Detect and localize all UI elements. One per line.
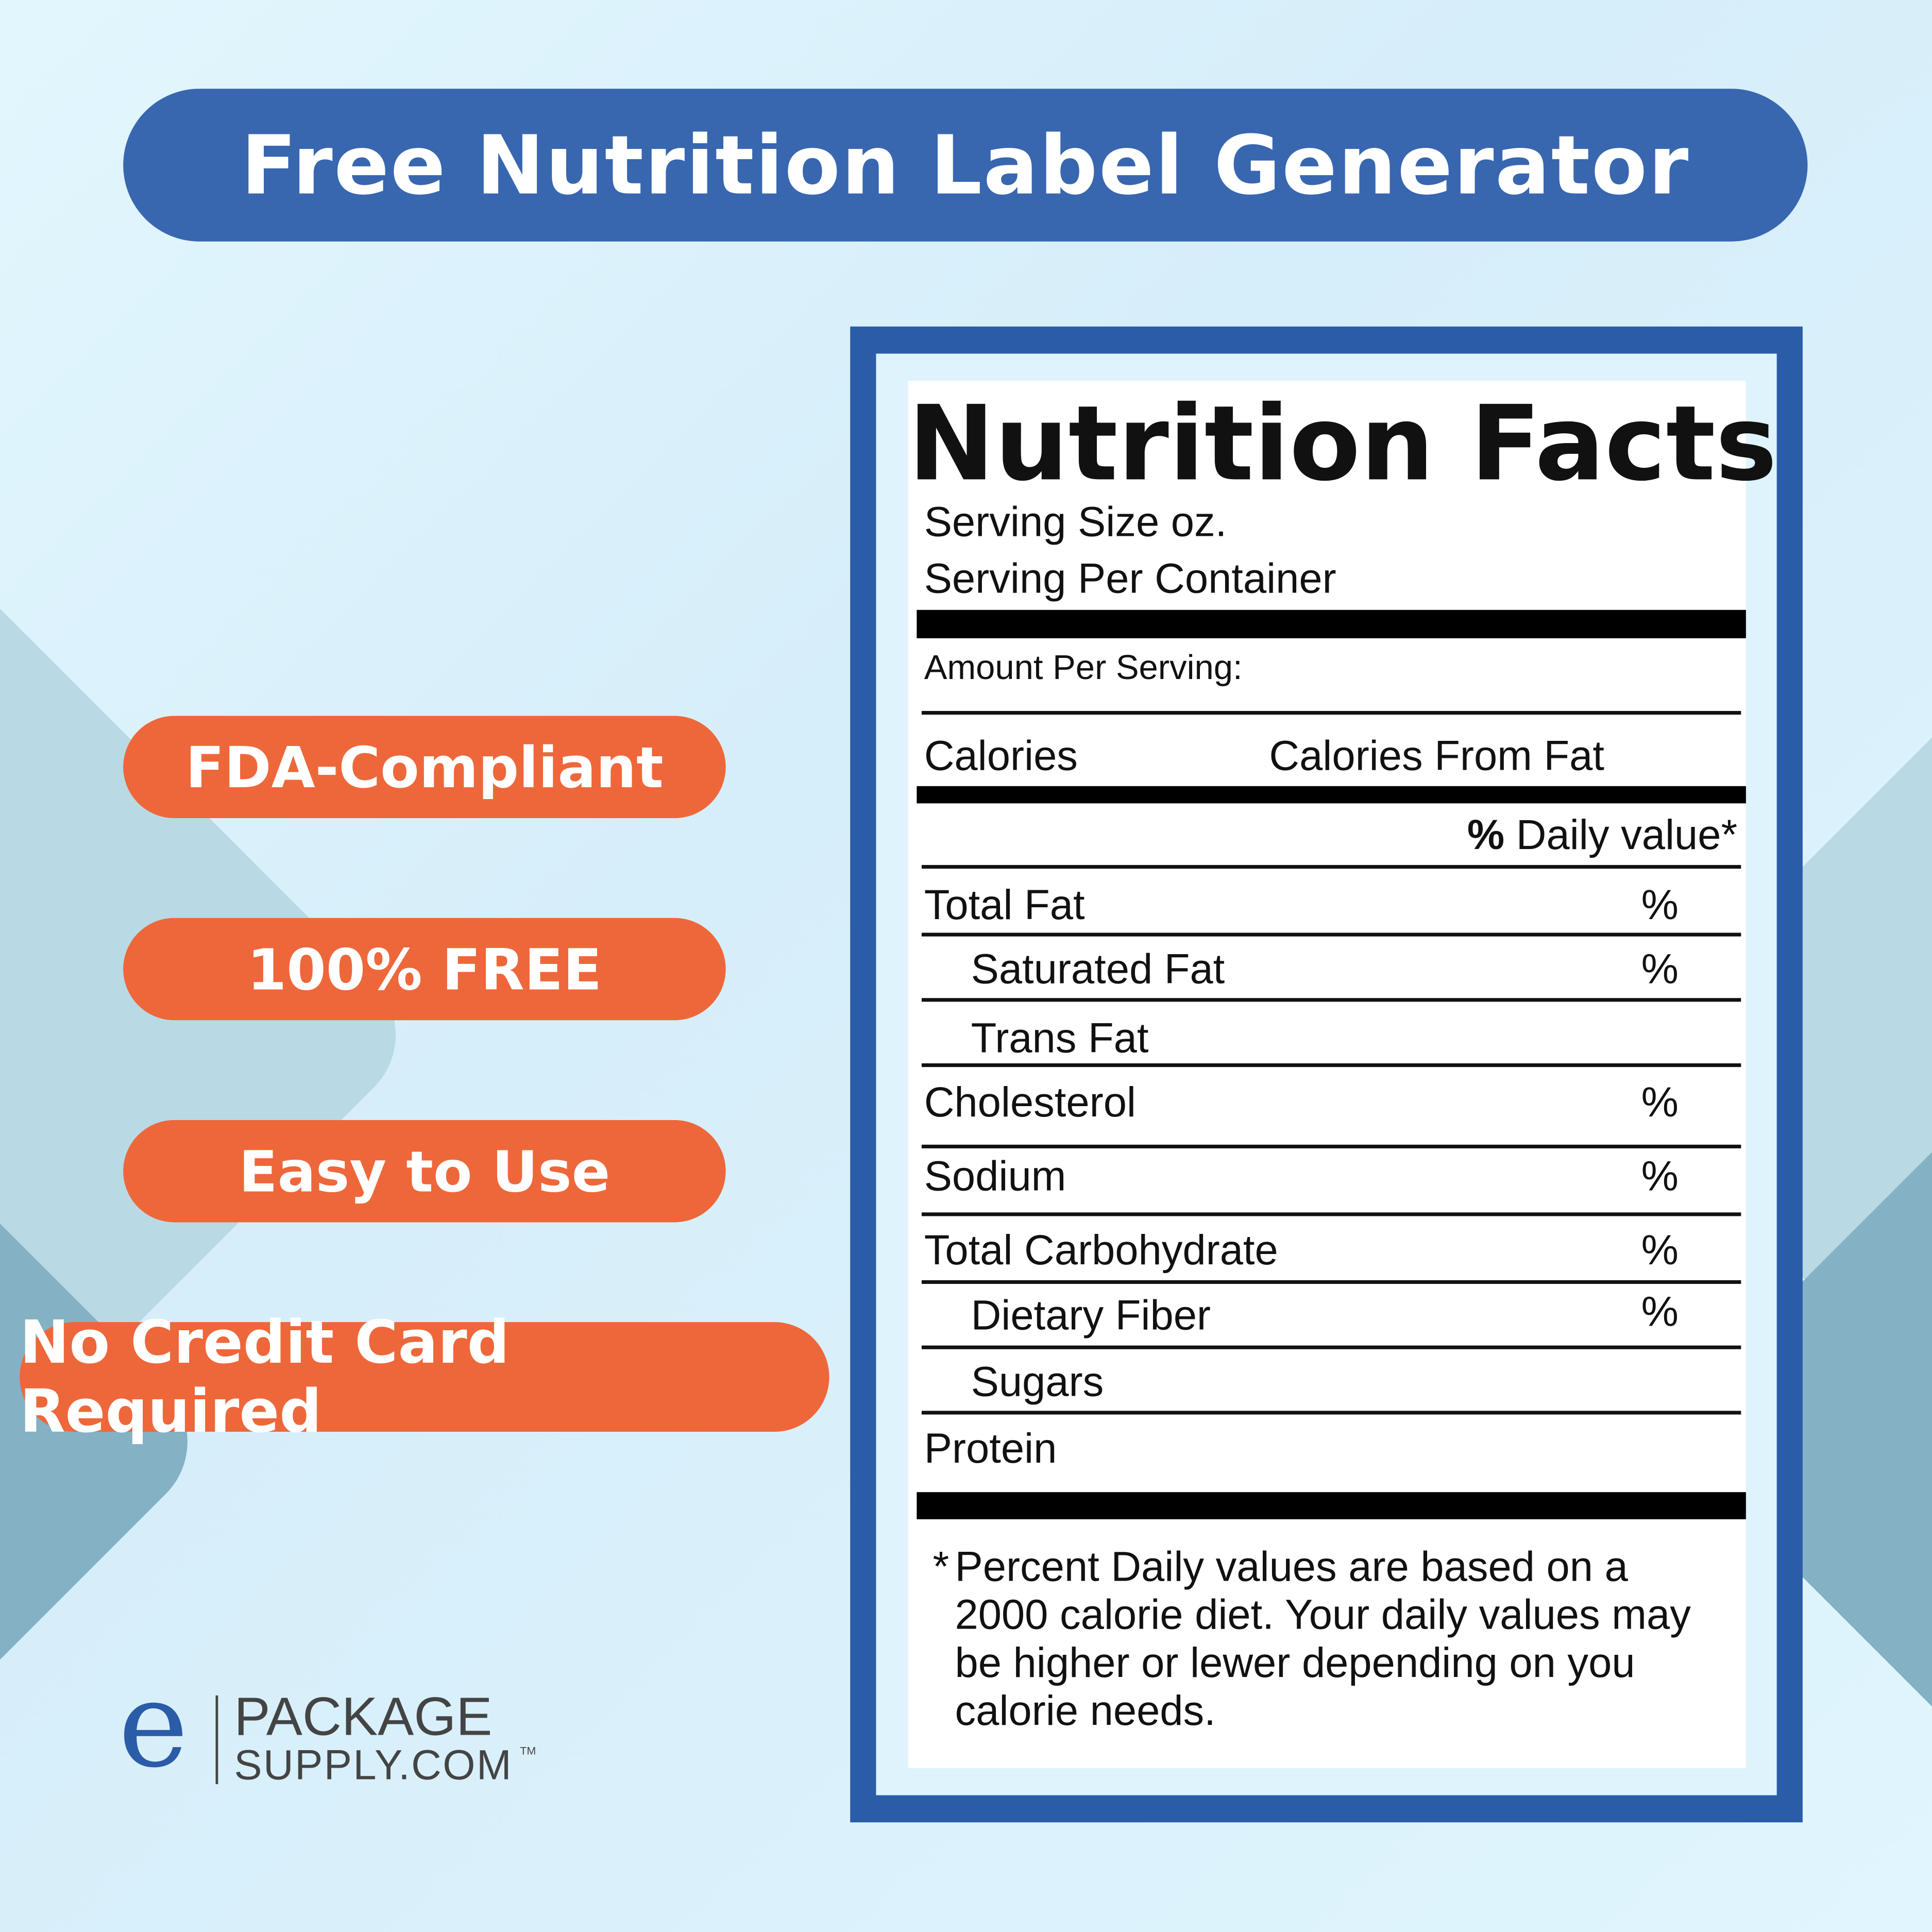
daily-value-pct: %: [1467, 812, 1505, 859]
footnote-star: *: [933, 1544, 950, 1591]
footnote-line: be higher or lewer depending on you: [955, 1640, 1635, 1687]
serving-size: Serving Size oz.: [924, 499, 1227, 546]
serving-per-container: Serving Per Container: [924, 555, 1336, 603]
divider: [921, 1411, 1741, 1415]
nutrient-pct: %: [1641, 1079, 1679, 1126]
nutrient-pct: %: [1641, 946, 1679, 993]
nutrient-sugars: Sugars: [971, 1359, 1104, 1406]
divider: [921, 1144, 1741, 1148]
daily-value-header: % Daily value*: [1467, 815, 1737, 856]
logo-line2: SUPPLY.COM: [234, 1742, 513, 1789]
logo-divider: [215, 1695, 218, 1785]
logo-line1: PACKAGE: [234, 1687, 493, 1748]
feature-badge-free: 100% FREE: [123, 918, 726, 1021]
nutrient-pct: %: [1641, 1227, 1679, 1274]
nutrient-dietary-fiber: Dietary Fiber: [971, 1292, 1211, 1340]
divider: [921, 1345, 1741, 1349]
amount-per-serving: Amount Per Serving:: [924, 648, 1243, 687]
nutrient-trans-fat: Trans Fat: [971, 1015, 1149, 1062]
divider: [921, 1063, 1741, 1067]
nutrient-cholesterol: Cholesterol: [924, 1079, 1137, 1126]
nutrient-pct: %: [1641, 1289, 1679, 1336]
thick-divider: [917, 609, 1746, 638]
divider: [921, 865, 1741, 869]
thick-divider: [917, 1492, 1746, 1519]
nutrient-pct: %: [1641, 1153, 1679, 1200]
divider: [921, 1280, 1741, 1284]
footnote-line: Percent Daily values are based on a: [955, 1544, 1628, 1591]
daily-value-text: Daily value*: [1516, 812, 1738, 859]
page-title: Free Nutrition Label Generator: [123, 89, 1808, 242]
feature-badge-fda: FDA-Compliant: [123, 716, 726, 819]
divider: [921, 1212, 1741, 1216]
medium-divider: [917, 786, 1746, 804]
footnote-line: 2000 calorie diet. Your daily values may: [955, 1591, 1691, 1639]
nutrient-protein: Protein: [924, 1426, 1057, 1472]
footnote-line: calorie needs.: [955, 1688, 1216, 1735]
nutrient-pct: %: [1641, 882, 1679, 929]
calories-from-fat-label: Calories From Fat: [1269, 733, 1605, 780]
nutrient-total-carbohydrate: Total Carbohydrate: [924, 1227, 1278, 1274]
nutrient-total-fat: Total Fat: [924, 882, 1085, 929]
calories-label: Calories: [924, 733, 1078, 780]
divider: [921, 933, 1741, 937]
feature-badge-easy: Easy to Use: [123, 1120, 726, 1223]
nutrient-saturated-fat: Saturated Fat: [971, 946, 1225, 993]
divider: [921, 710, 1741, 715]
nutrient-sodium: Sodium: [924, 1153, 1066, 1200]
divider: [921, 998, 1741, 1002]
logo: e PACKAGE SUPPLY.COM TM: [118, 1666, 562, 1799]
feature-badge-no-card: No Credit Card Required: [20, 1308, 829, 1446]
logo-e: e: [118, 1656, 189, 1794]
label-title: Nutrition Facts: [908, 383, 1777, 504]
logo-tm: TM: [520, 1744, 536, 1757]
